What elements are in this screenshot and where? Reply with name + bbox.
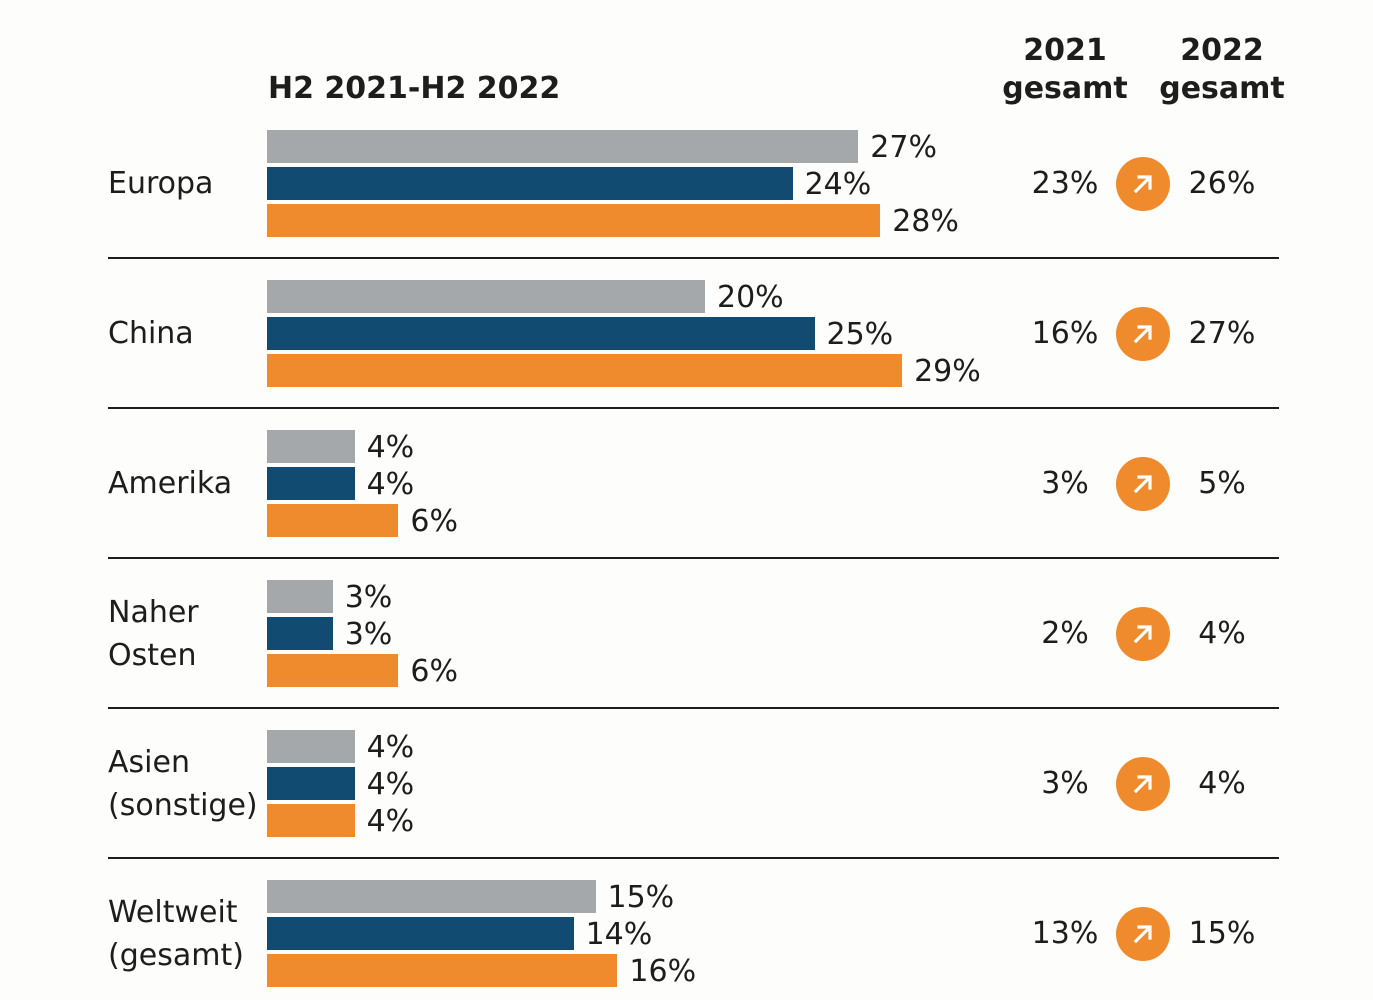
bar-value-label: 3% [344, 580, 393, 615]
arrow-up-right-icon [1116, 306, 1170, 361]
bar-series-orange [267, 504, 399, 537]
total-2021-value: 23% [1031, 165, 1099, 201]
bar-series-orange [267, 204, 881, 237]
bar-series-blue [267, 467, 355, 500]
arrow-up-right-icon [1116, 156, 1170, 211]
bar-series-orange [267, 954, 618, 987]
region-label: Amerika [108, 462, 232, 505]
region-label-line: China [108, 316, 194, 351]
total-2021-value: 13% [1031, 915, 1099, 951]
bar-series-grey [267, 880, 596, 913]
row-separator [108, 257, 1279, 259]
bar-value-label: 15% [607, 880, 675, 915]
total-2022-value: 27% [1188, 315, 1256, 351]
arrow-up-right-icon [1116, 456, 1170, 511]
bar-value-label: 4% [366, 467, 415, 502]
bar-series-grey [267, 580, 333, 613]
bar-value-label: 4% [366, 767, 415, 802]
region-label: Weltweit (gesamt) [108, 891, 244, 977]
col-header-2021: 2021 gesamt [985, 32, 1145, 108]
total-2022-value: 15% [1188, 915, 1256, 951]
total-2021-value: 16% [1031, 315, 1099, 351]
bar-series-grey [267, 280, 705, 313]
region-label: China [108, 312, 194, 355]
region-label-line: Asien [108, 744, 190, 780]
bar-value-label: 6% [410, 654, 458, 689]
bar-series-grey [267, 730, 355, 763]
bar-series-blue [267, 917, 574, 950]
bar-value-label: 29% [914, 354, 981, 389]
bar-value-label: 20% [717, 280, 784, 315]
bar-value-label: 16% [629, 954, 697, 989]
region-label-line: Naher [108, 594, 199, 630]
col-header-2022-sub: gesamt [1159, 71, 1285, 106]
bar-series-blue [267, 617, 333, 650]
region-label-line: (gesamt) [108, 937, 244, 973]
region-label-line: Amerika [108, 466, 233, 501]
arrow-up-right-icon [1116, 906, 1170, 961]
region-label: Europa [108, 162, 213, 205]
row-separator [108, 407, 1279, 409]
bar-value-label: 27% [870, 130, 937, 165]
bar-series-orange [267, 654, 399, 687]
row-separator [108, 557, 1279, 559]
total-2021-value: 3% [1041, 765, 1089, 801]
total-2022-value: 4% [1198, 765, 1246, 801]
region-label-line: Europa [108, 166, 214, 201]
bar-series-blue [267, 317, 815, 350]
bar-value-label: 28% [892, 204, 959, 239]
total-2022-value: 4% [1198, 615, 1246, 651]
bar-series-orange [267, 804, 355, 837]
bar-value-label: 6% [410, 504, 458, 539]
total-2022-value: 26% [1188, 165, 1256, 201]
bar-series-grey [267, 430, 355, 463]
bar-series-blue [267, 767, 355, 800]
bar-value-label: 4% [366, 730, 415, 765]
bar-value-label: 4% [366, 804, 415, 839]
bar-series-grey [267, 130, 859, 163]
row-separator [108, 857, 1279, 859]
row-separator [108, 707, 1279, 709]
region-label-line: (sonstige) [108, 787, 258, 823]
bar-series-orange [267, 354, 903, 387]
col-header-2022: 2022 gesamt [1142, 32, 1302, 108]
arrow-up-right-icon [1116, 756, 1170, 811]
bar-value-label: 25% [826, 317, 894, 352]
bar-value-label: 4% [366, 430, 415, 465]
region-label: Naher Osten [108, 591, 199, 677]
bar-value-label: 14% [585, 917, 653, 952]
total-2021-value: 2% [1041, 615, 1089, 651]
chart-title: H2 2021-H2 2022 [268, 71, 561, 106]
col-header-2021-year: 2021 [1023, 33, 1107, 68]
col-header-2022-year: 2022 [1180, 33, 1264, 68]
col-header-2021-sub: gesamt [1002, 71, 1128, 106]
bar-series-blue [267, 167, 793, 200]
total-2022-value: 5% [1198, 465, 1246, 501]
region-label: Asien (sonstige) [108, 741, 258, 827]
bar-value-label: 24% [804, 167, 872, 202]
arrow-up-right-icon [1116, 606, 1170, 661]
region-label-line: Weltweit [108, 894, 238, 930]
total-2021-value: 3% [1041, 465, 1089, 501]
bar-value-label: 3% [344, 617, 393, 652]
region-label-line: Osten [108, 637, 197, 673]
